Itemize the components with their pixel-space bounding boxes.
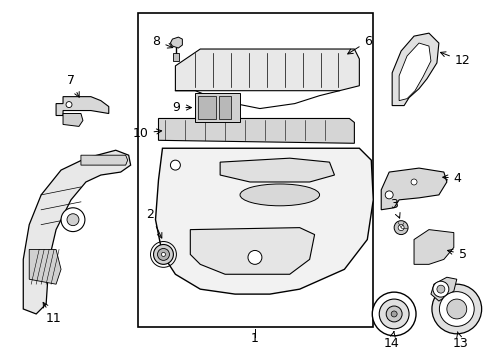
- Polygon shape: [63, 113, 83, 126]
- Circle shape: [67, 214, 79, 226]
- Polygon shape: [81, 155, 128, 165]
- Bar: [173, 53, 179, 61]
- Polygon shape: [171, 37, 182, 48]
- Bar: [196, 93, 240, 122]
- Polygon shape: [431, 277, 457, 301]
- Circle shape: [379, 299, 409, 329]
- Bar: [219, 96, 231, 120]
- Polygon shape: [23, 150, 131, 314]
- Text: 3: 3: [390, 198, 400, 218]
- Circle shape: [386, 306, 402, 322]
- Text: 8: 8: [152, 35, 173, 48]
- Polygon shape: [155, 148, 373, 294]
- Text: 9: 9: [172, 101, 192, 114]
- Text: 14: 14: [383, 332, 399, 350]
- Bar: [138, 13, 373, 327]
- Text: 11: 11: [43, 302, 61, 325]
- Circle shape: [433, 281, 449, 297]
- Polygon shape: [220, 158, 335, 182]
- Ellipse shape: [447, 299, 467, 319]
- Text: 7: 7: [67, 74, 79, 97]
- Circle shape: [372, 292, 416, 336]
- Bar: [198, 96, 216, 120]
- Polygon shape: [414, 230, 454, 264]
- Polygon shape: [29, 249, 61, 284]
- Text: 4: 4: [443, 171, 462, 185]
- Circle shape: [66, 102, 72, 108]
- Circle shape: [171, 160, 180, 170]
- Circle shape: [391, 311, 397, 317]
- Ellipse shape: [432, 284, 482, 334]
- Text: 12: 12: [441, 52, 470, 67]
- Polygon shape: [392, 33, 439, 105]
- Circle shape: [153, 244, 173, 264]
- Circle shape: [157, 248, 170, 260]
- Polygon shape: [56, 96, 109, 116]
- Circle shape: [398, 225, 404, 231]
- Circle shape: [248, 251, 262, 264]
- Circle shape: [61, 208, 85, 231]
- Text: 13: 13: [453, 332, 468, 350]
- Text: 5: 5: [447, 248, 467, 261]
- Ellipse shape: [240, 184, 319, 206]
- Text: 1: 1: [251, 332, 259, 345]
- Text: 10: 10: [133, 127, 162, 140]
- Circle shape: [411, 179, 417, 185]
- Polygon shape: [158, 118, 354, 143]
- Circle shape: [394, 221, 408, 235]
- Ellipse shape: [440, 292, 474, 327]
- Circle shape: [162, 252, 166, 256]
- Text: 6: 6: [348, 35, 372, 54]
- Circle shape: [437, 285, 445, 293]
- Text: 2: 2: [147, 208, 162, 238]
- Polygon shape: [190, 228, 315, 274]
- Polygon shape: [175, 49, 359, 91]
- Polygon shape: [399, 43, 431, 100]
- Circle shape: [385, 191, 393, 199]
- Polygon shape: [381, 168, 447, 210]
